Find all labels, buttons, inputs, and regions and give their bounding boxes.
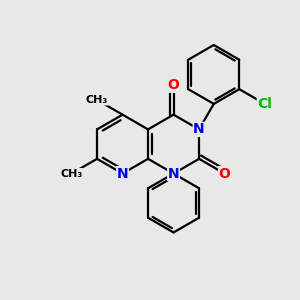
Text: N: N	[117, 167, 128, 181]
Text: CH₃: CH₃	[60, 169, 83, 178]
Text: Cl: Cl	[257, 97, 272, 111]
Text: CH₃: CH₃	[86, 95, 108, 105]
Text: O: O	[168, 78, 179, 92]
Text: N: N	[168, 167, 179, 181]
Text: N: N	[193, 122, 205, 136]
Text: O: O	[219, 167, 230, 181]
